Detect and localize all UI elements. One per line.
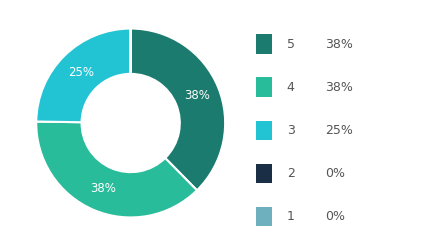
Text: 5: 5 bbox=[287, 38, 295, 51]
Text: 38%: 38% bbox=[184, 90, 210, 103]
Text: 25%: 25% bbox=[325, 124, 353, 137]
Text: 25%: 25% bbox=[68, 66, 93, 79]
Wedge shape bbox=[131, 29, 225, 190]
Text: 4: 4 bbox=[287, 81, 295, 94]
FancyBboxPatch shape bbox=[256, 77, 272, 97]
FancyBboxPatch shape bbox=[256, 121, 272, 140]
Text: 38%: 38% bbox=[325, 38, 353, 51]
Text: 3: 3 bbox=[287, 124, 295, 137]
Text: 38%: 38% bbox=[325, 81, 353, 94]
Text: 38%: 38% bbox=[89, 182, 116, 195]
FancyBboxPatch shape bbox=[256, 34, 272, 54]
Text: 0%: 0% bbox=[325, 167, 345, 180]
FancyBboxPatch shape bbox=[256, 207, 272, 226]
Wedge shape bbox=[36, 29, 131, 122]
Text: 0%: 0% bbox=[325, 210, 345, 223]
FancyBboxPatch shape bbox=[256, 164, 272, 183]
Text: 1: 1 bbox=[287, 210, 295, 223]
Wedge shape bbox=[36, 122, 197, 217]
Text: 2: 2 bbox=[287, 167, 295, 180]
